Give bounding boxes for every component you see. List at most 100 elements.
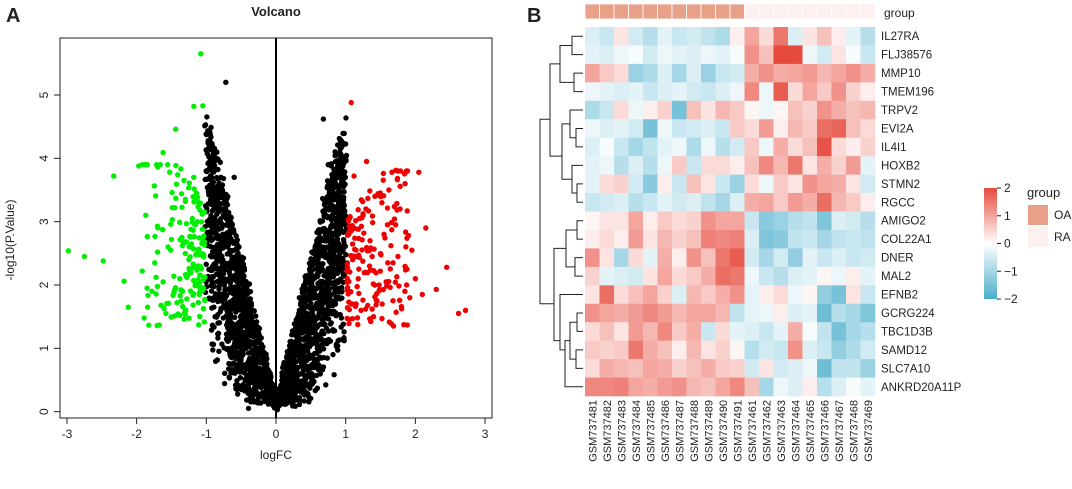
volcano-point-down bbox=[191, 174, 197, 181]
volcano-point-ns bbox=[326, 200, 332, 206]
volcano-point-up bbox=[388, 243, 394, 249]
volcano-point-ns bbox=[335, 158, 341, 164]
volcano-point-ns bbox=[209, 341, 215, 347]
heatmap-cell bbox=[773, 174, 789, 194]
volcano-point-down bbox=[153, 161, 160, 168]
volcano-point-ns bbox=[214, 149, 220, 155]
heatmap-cell bbox=[643, 229, 658, 249]
heatmap-cell bbox=[585, 27, 600, 46]
volcano-point-ns bbox=[304, 322, 310, 328]
volcano-point-ns bbox=[211, 304, 217, 310]
heatmap-cell bbox=[672, 359, 687, 378]
volcano-point-down bbox=[171, 287, 178, 293]
heatmap-cell bbox=[599, 82, 615, 102]
volcano-point-up bbox=[344, 265, 350, 271]
heatmap-cell bbox=[701, 193, 716, 212]
volcano-point-down bbox=[145, 292, 151, 299]
volcano-point-down bbox=[157, 161, 163, 168]
volcano-point-ns bbox=[325, 255, 332, 262]
volcano-point-ns bbox=[331, 308, 337, 315]
volcano-point-down bbox=[200, 103, 206, 109]
volcano-point-down bbox=[200, 305, 207, 312]
heatmap-cell bbox=[831, 359, 847, 378]
heatmap-cell bbox=[831, 193, 847, 212]
heatmap-cell bbox=[599, 359, 615, 378]
volcano-point-ns bbox=[338, 151, 344, 158]
volcano-point-ns bbox=[342, 174, 349, 181]
volcano-point-up bbox=[348, 252, 354, 259]
volcano-point-ns bbox=[255, 400, 262, 406]
volcano-point-ns bbox=[342, 208, 348, 214]
volcano-point-ns bbox=[301, 398, 307, 404]
heatmap-cell bbox=[759, 119, 774, 138]
volcano-point-up bbox=[462, 307, 469, 314]
row-label: MMP10 bbox=[881, 68, 921, 80]
volcano-point-ns bbox=[297, 342, 303, 348]
heatmap-cell bbox=[860, 27, 876, 46]
row-label: STMN2 bbox=[881, 179, 920, 191]
volcano-point-ns bbox=[302, 299, 308, 306]
scale-tick-label: 1 bbox=[1004, 209, 1011, 223]
volcano-point-down bbox=[197, 313, 203, 320]
volcano-point-ns bbox=[245, 350, 252, 356]
volcano-point-up bbox=[386, 187, 392, 193]
heatmap-cell bbox=[599, 119, 615, 138]
heatmap-cell bbox=[860, 266, 876, 286]
heatmap-cell bbox=[788, 285, 803, 305]
heatmap-cell bbox=[846, 63, 861, 83]
volcano-point-ns bbox=[340, 321, 346, 327]
heatmap-cell bbox=[788, 377, 803, 397]
volcano-point-down bbox=[159, 226, 166, 233]
heatmap-cell bbox=[715, 63, 731, 83]
heatmap-cell bbox=[657, 193, 673, 212]
volcano-point-ns bbox=[233, 246, 239, 252]
volcano-point-up bbox=[407, 294, 413, 301]
heatmap-cell bbox=[672, 193, 687, 212]
volcano-point-ns bbox=[252, 327, 258, 333]
volcano-point-down bbox=[187, 233, 193, 240]
heatmap-cell bbox=[643, 100, 658, 120]
heatmap-cell bbox=[788, 119, 803, 138]
annotation-cell-ra bbox=[816, 3, 832, 20]
dendrogram-branch bbox=[539, 118, 554, 305]
annotation-cell-oa bbox=[599, 3, 615, 20]
volcano-point-ns bbox=[337, 136, 343, 143]
heatmap-cell bbox=[846, 211, 861, 231]
heatmap-row-labels: IL27RA FLJ38576 MMP10 TMEM196 TRPV2 EVI2A IL4I… bbox=[881, 31, 962, 394]
heatmap-cell bbox=[744, 266, 760, 286]
volcano-point-up bbox=[352, 246, 358, 253]
volcano-point-ns bbox=[214, 357, 221, 363]
volcano-point-ns bbox=[209, 267, 216, 273]
heatmap-cell bbox=[628, 45, 644, 65]
volcano-point-up bbox=[389, 169, 395, 175]
volcano-point-ns bbox=[321, 247, 328, 253]
heatmap-cell bbox=[614, 211, 629, 231]
dendrogram-branch bbox=[573, 72, 583, 93]
heatmap-cell bbox=[628, 285, 644, 305]
volcano-point-ns bbox=[317, 371, 324, 377]
volcano-point-up bbox=[369, 306, 375, 312]
volcano-point-ns bbox=[329, 175, 336, 181]
volcano-point-down bbox=[169, 189, 175, 196]
heatmap-cell bbox=[860, 45, 876, 65]
annotation-cell-oa bbox=[715, 3, 731, 20]
volcano-point-ns bbox=[315, 323, 321, 330]
volcano-title: Volcano bbox=[251, 4, 301, 19]
volcano-point-ns bbox=[331, 284, 337, 291]
heatmap-cell bbox=[817, 229, 832, 249]
row-label: HOXB2 bbox=[881, 160, 920, 172]
heatmap-cell bbox=[831, 27, 847, 46]
volcano-point-down bbox=[177, 237, 183, 243]
heatmap-cell bbox=[773, 340, 789, 360]
heatmap-cells bbox=[585, 27, 876, 397]
heatmap-cell bbox=[759, 359, 774, 378]
volcano-point-ns bbox=[321, 309, 327, 316]
heatmap-cell bbox=[802, 82, 818, 102]
heatmap-cell bbox=[773, 377, 789, 397]
column-label: GSM737469 bbox=[863, 400, 875, 462]
heatmap-cell bbox=[759, 322, 774, 341]
volcano-point-up bbox=[346, 299, 352, 305]
volcano-points bbox=[65, 51, 469, 413]
volcano-point-ns bbox=[321, 237, 328, 244]
volcano-point-ns bbox=[258, 341, 265, 348]
